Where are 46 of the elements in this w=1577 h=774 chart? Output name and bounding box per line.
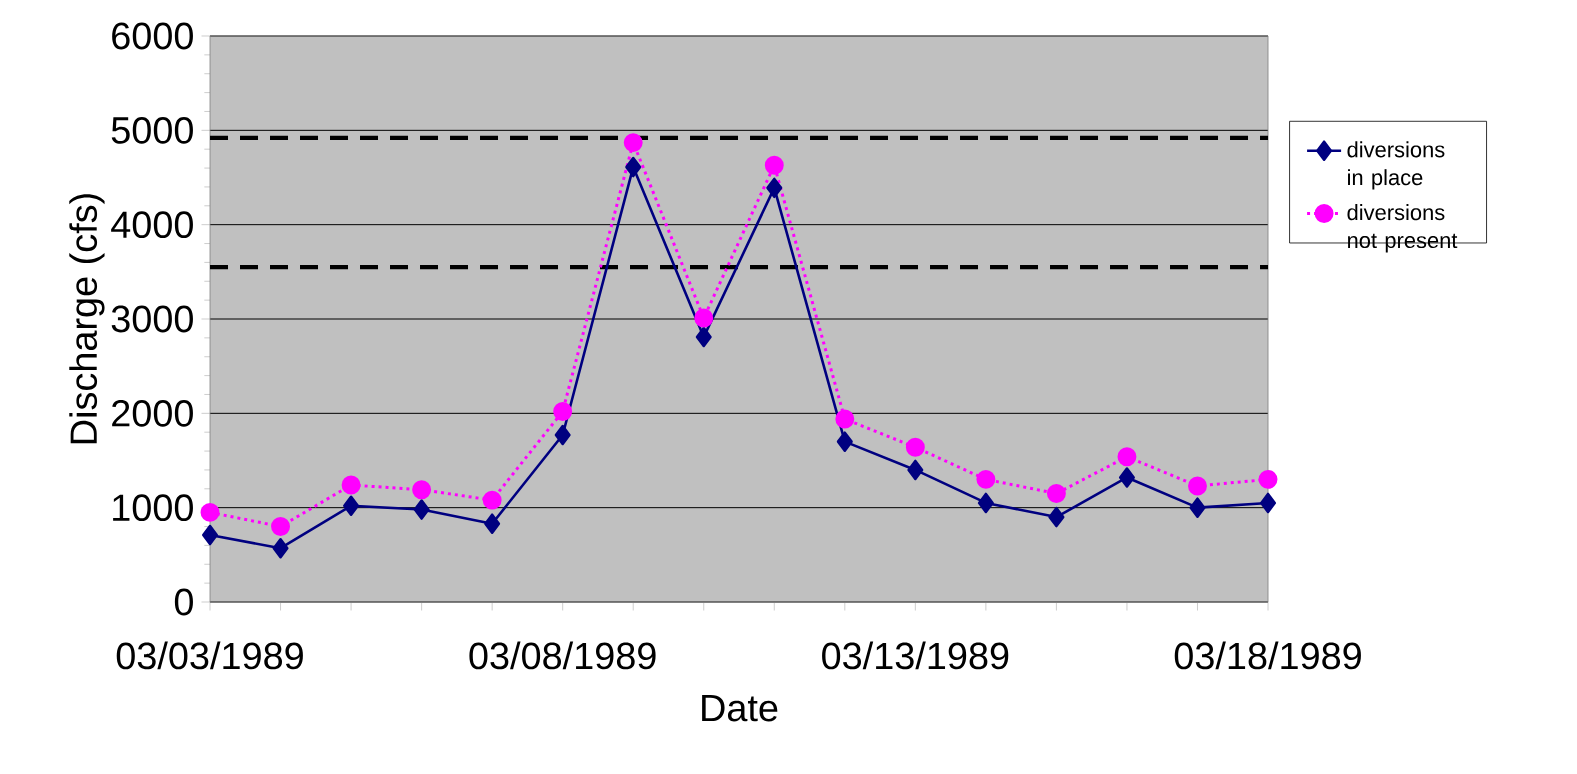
point xyxy=(1260,492,1277,514)
point xyxy=(271,517,291,536)
point xyxy=(1258,469,1278,489)
point xyxy=(835,409,855,429)
y-tick-label: 3000 xyxy=(111,305,193,333)
point xyxy=(764,155,784,175)
x-tick-label: 03/18/1989 xyxy=(1174,641,1361,670)
point xyxy=(1118,467,1135,488)
point xyxy=(482,490,502,510)
y-axis-title: Discharge (cfs) xyxy=(69,194,105,444)
y-tick-label: 6000 xyxy=(112,22,193,50)
y-tick-label: 0 xyxy=(174,588,193,616)
point xyxy=(412,480,432,500)
y-tick-label: 2000 xyxy=(112,399,193,427)
point xyxy=(272,537,289,559)
point xyxy=(766,177,783,199)
x-axis-title: Date xyxy=(702,695,778,722)
point xyxy=(1188,476,1207,496)
y-tick-label: 1000 xyxy=(113,494,193,522)
point xyxy=(1048,506,1065,528)
point xyxy=(553,401,573,421)
point xyxy=(1189,497,1206,518)
point xyxy=(1117,447,1137,467)
point xyxy=(694,308,714,328)
x-tick-label: 03/13/1989 xyxy=(822,641,1009,670)
point xyxy=(200,502,220,522)
point xyxy=(695,326,712,348)
point xyxy=(905,437,925,457)
point xyxy=(625,156,642,178)
point xyxy=(976,469,996,489)
y-tick-label: 5000 xyxy=(111,116,193,144)
x-tick-label: 03/03/1989 xyxy=(116,641,303,670)
x-tick-label: 03/08/1989 xyxy=(469,641,656,670)
point xyxy=(484,513,501,534)
point xyxy=(1046,484,1066,503)
point xyxy=(413,499,430,520)
point xyxy=(201,524,219,546)
point xyxy=(343,495,360,517)
point xyxy=(341,475,361,495)
y-tick-label: 4000 xyxy=(111,211,193,239)
point xyxy=(554,424,571,446)
point xyxy=(977,492,994,514)
point xyxy=(623,133,643,153)
point xyxy=(907,459,924,481)
point xyxy=(836,431,853,452)
legend-label: diversions not present xyxy=(1347,204,1458,253)
